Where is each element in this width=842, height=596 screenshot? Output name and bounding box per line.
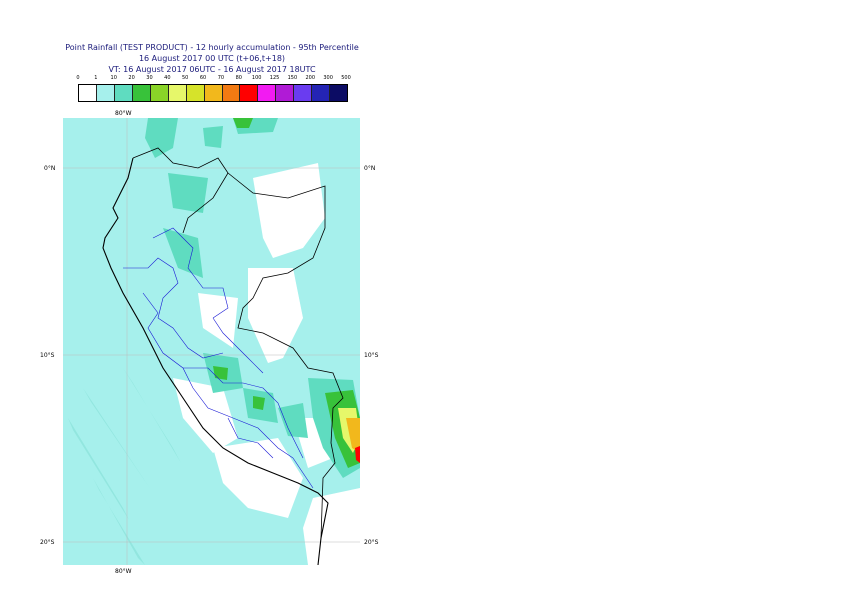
ocean-streaks: [68, 368, 181, 565]
legend-swatch: [150, 85, 169, 101]
legend-tick-label: 50: [182, 75, 189, 81]
legend-swatch: [240, 85, 259, 101]
legend-swatch: [186, 85, 205, 101]
lat-label-right-0: 0°N: [364, 165, 376, 172]
legend-swatch: [168, 85, 187, 101]
legend-swatch: [114, 85, 133, 101]
legend-swatch: [258, 85, 277, 101]
title-line-1: Point Rainfall (TEST PRODUCT) - 12 hourl…: [65, 43, 359, 52]
legend-tick-label: 60: [199, 75, 207, 81]
regional-borders: [123, 227, 314, 489]
legend-tick-label: 125: [269, 75, 280, 81]
legend-tick-label: 200: [305, 75, 316, 81]
legend-tick-label: 40: [164, 75, 171, 81]
legend-tick-labels: 0 1 10 20 30 40 50 60 70 80 100 125 150 200 300 500: [76, 75, 350, 84]
rain-heavier: [346, 418, 360, 453]
color-legend: [78, 84, 348, 102]
legend-swatch: [312, 85, 331, 101]
legend-tick-label: 0: [76, 75, 80, 81]
lat-label-right-20s: 20°S: [364, 539, 379, 546]
legend-swatch: [330, 85, 348, 101]
legend-swatch: [294, 85, 313, 101]
lat-label-right-10s: 10°S: [364, 352, 379, 359]
title-line-3: VT: 16 August 2017 06UTC - 16 August 201…: [108, 65, 316, 74]
legend-tick-label: 500: [341, 75, 351, 81]
national-border: [132, 147, 344, 539]
legend-tick-label: 1: [94, 75, 98, 81]
lat-label-left-10s: 10°S: [40, 352, 55, 359]
lat-label-left-20s: 20°S: [40, 539, 55, 546]
legend-tick-label: 150: [287, 75, 298, 81]
lon-label-bottom: 80°W: [115, 568, 132, 575]
land-dry: [173, 163, 360, 565]
legend-tick-label: 20: [128, 75, 135, 81]
graticule: [63, 118, 360, 565]
rainfall-map: [63, 118, 360, 565]
legend-tick-label: 30: [146, 75, 153, 81]
legend-swatch: [222, 85, 241, 101]
coastline: [102, 157, 329, 565]
legend-tick-label: 100: [251, 75, 262, 81]
lat-label-left-0: 0°N: [44, 165, 56, 172]
legend-tick-label: 70: [217, 75, 225, 81]
legend-swatch: [132, 85, 151, 101]
legend-tick-label: 300: [323, 75, 333, 81]
legend-swatch: [276, 85, 295, 101]
legend-swatch: [96, 85, 115, 101]
legend-swatch: [204, 85, 223, 101]
legend-tick-label: 10: [110, 75, 117, 81]
rain-extreme: [355, 446, 360, 463]
lon-label-top: 80°W: [115, 110, 132, 117]
legend-swatch: [79, 85, 97, 101]
title-line-2: 16 August 2017 00 UTC (t+06,t+18): [138, 54, 286, 63]
legend-tick-label: 80: [235, 75, 242, 81]
